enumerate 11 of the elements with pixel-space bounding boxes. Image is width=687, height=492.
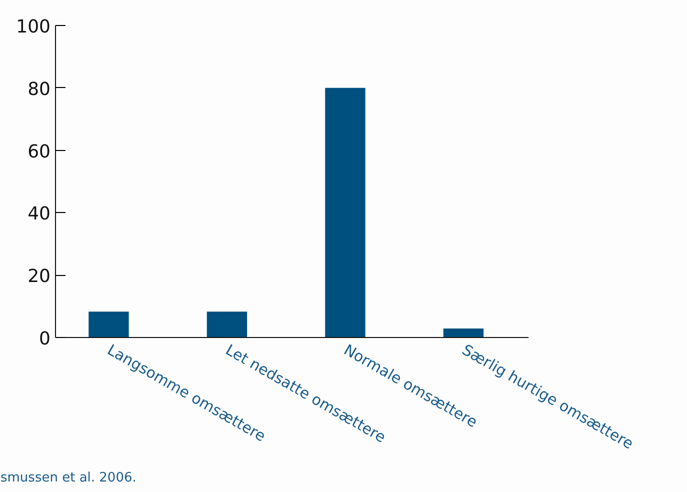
- y-tick-label: 100: [16, 16, 51, 38]
- text: smussen et al. 2006.: [0, 470, 136, 486]
- y-tick-label: 0: [39, 328, 50, 350]
- bar: [325, 88, 366, 338]
- y-tick-label: 80: [28, 78, 50, 100]
- y-tick-label: 20: [28, 266, 50, 288]
- bar: [443, 328, 484, 338]
- bar: [206, 312, 248, 338]
- bar: [88, 312, 129, 338]
- y-tick-label: 60: [28, 141, 50, 162]
- y-tick-label: 40: [28, 204, 50, 225]
